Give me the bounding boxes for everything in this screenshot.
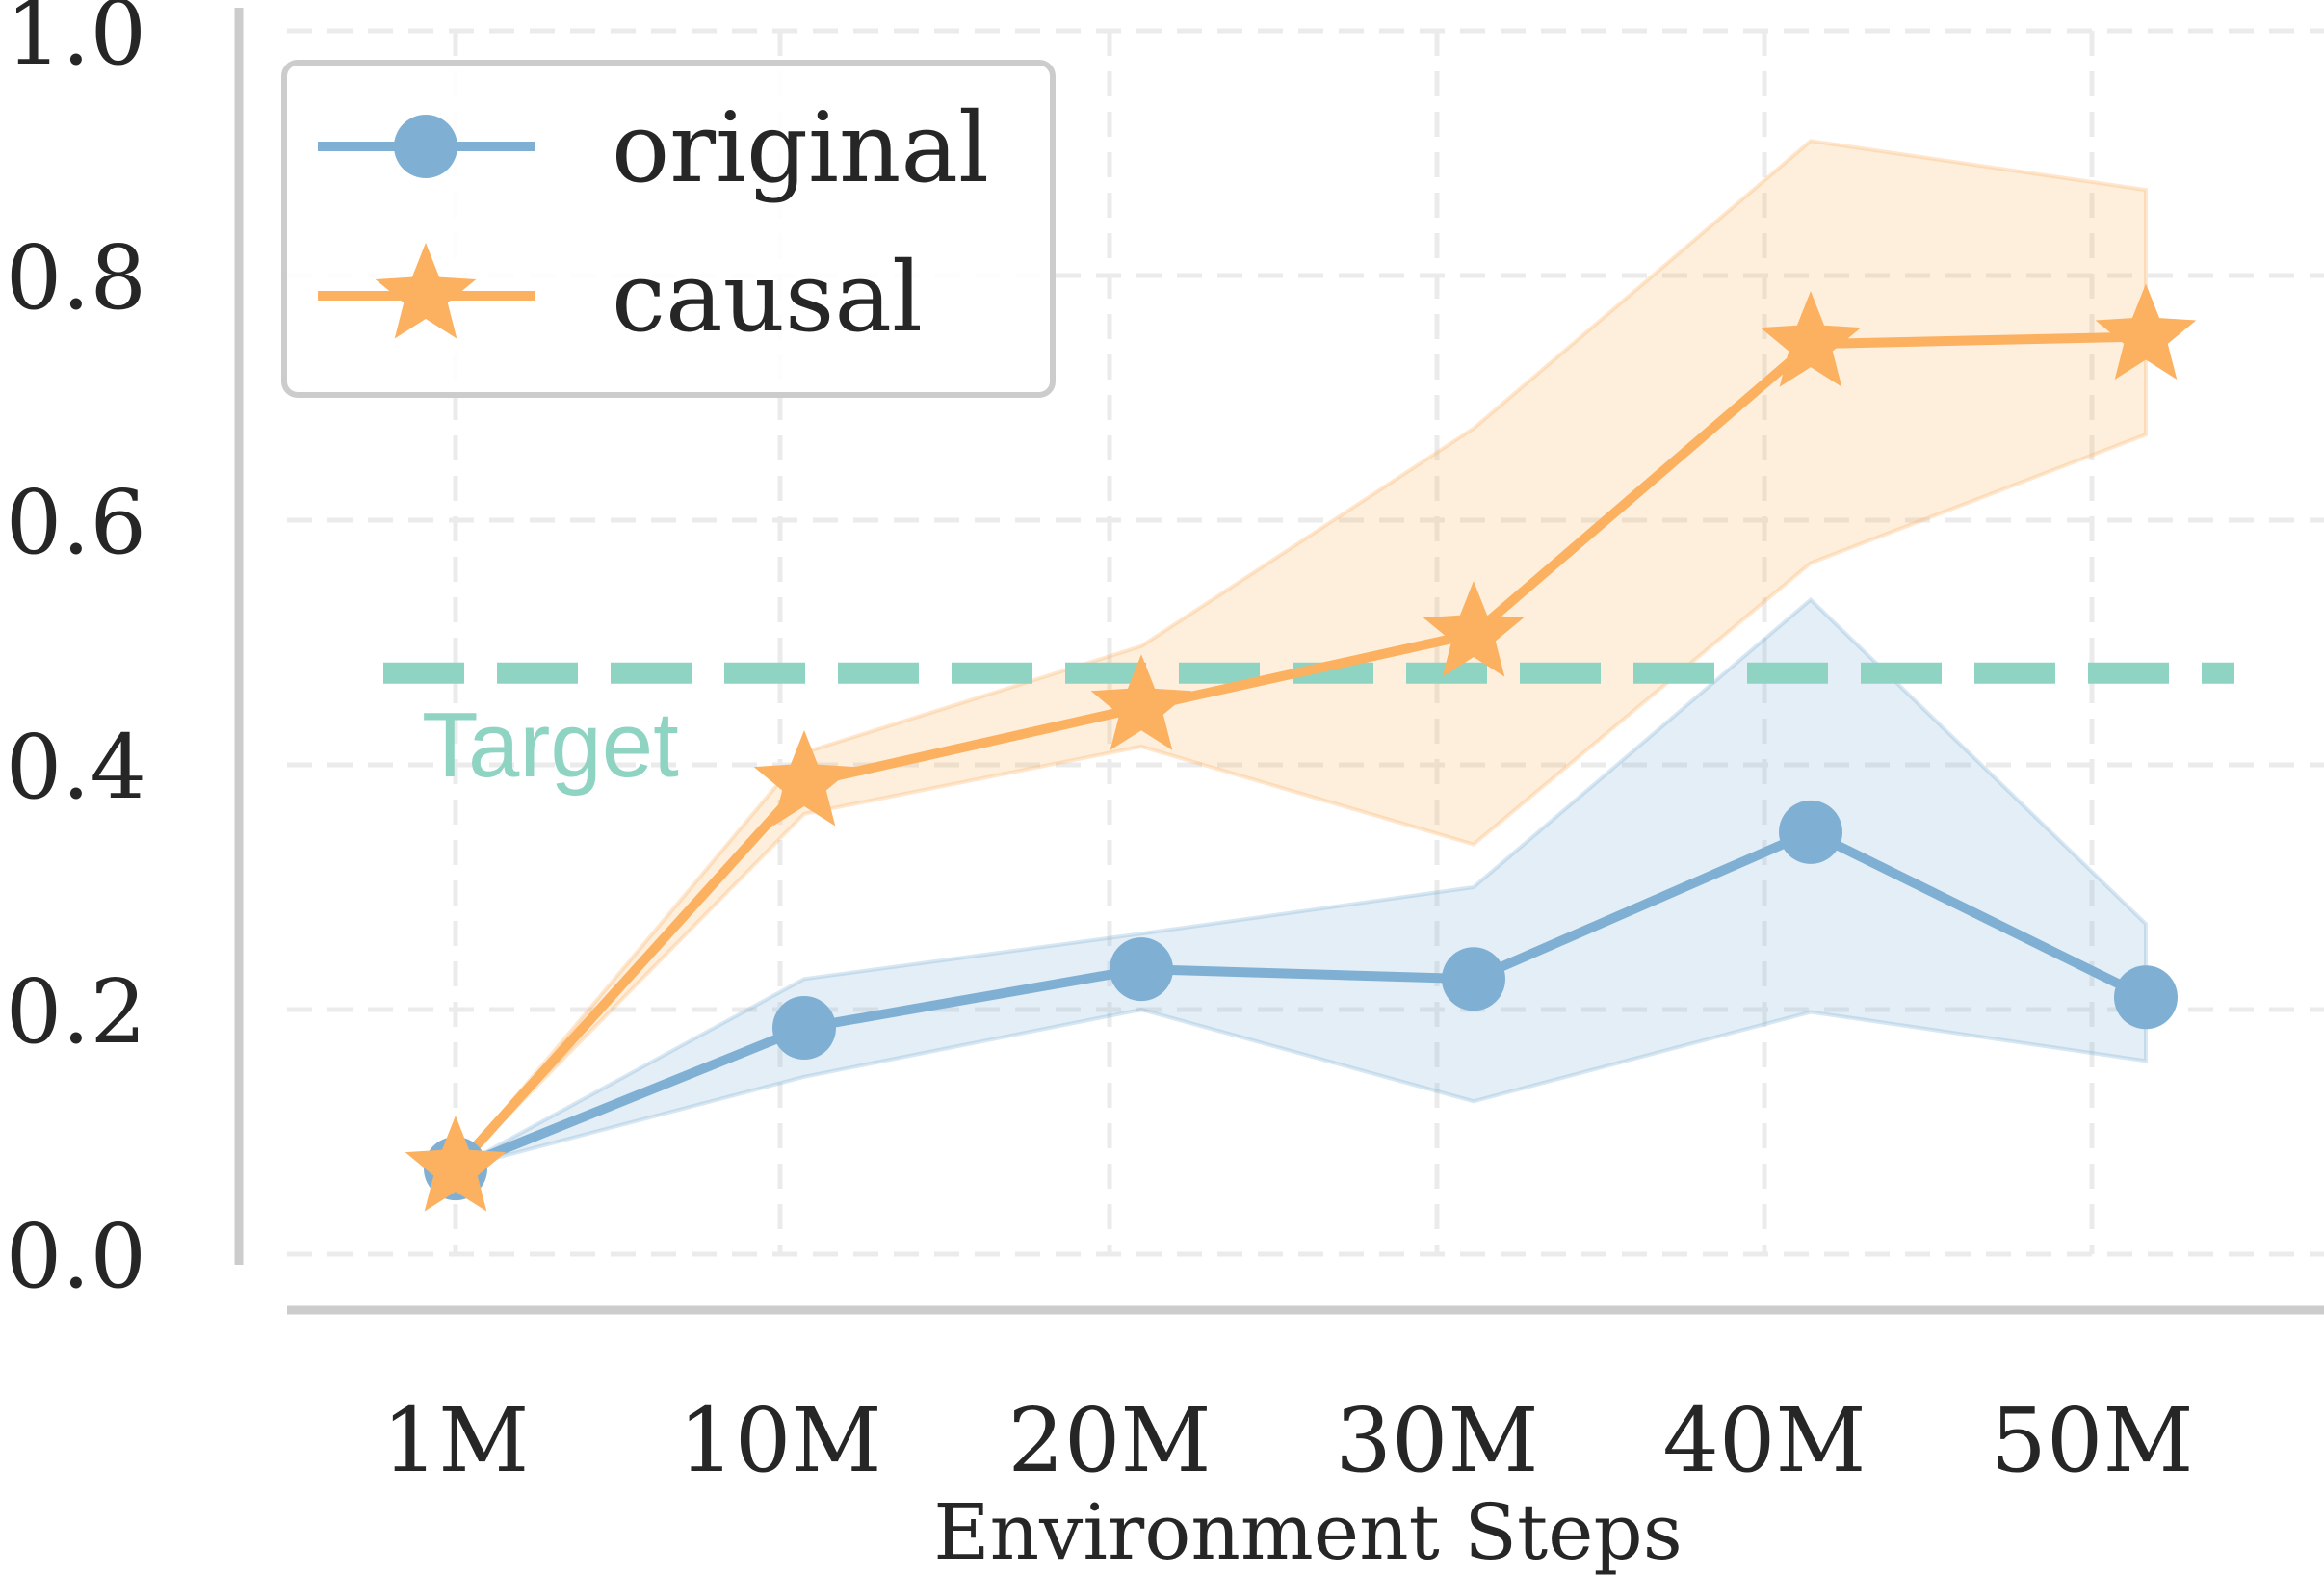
original-point xyxy=(772,996,836,1061)
series-markers xyxy=(405,283,2197,1212)
x-tick-labels: 1M 10M 20M 30M 40M 50M xyxy=(382,1389,2194,1492)
y-tick-label: 0.2 xyxy=(6,960,146,1063)
y-tick-label: 0.4 xyxy=(6,716,146,819)
legend-marker-causal xyxy=(375,243,477,339)
causal-point xyxy=(1760,291,1862,387)
y-tick-label: 0.0 xyxy=(6,1205,146,1308)
legend-label-original: original xyxy=(612,92,989,204)
causal-point xyxy=(753,730,855,827)
causal-line xyxy=(452,331,2147,1172)
causal-point xyxy=(1423,581,1525,677)
causal-point xyxy=(405,1116,507,1212)
x-tick-label: 10M xyxy=(678,1389,881,1492)
original-point xyxy=(2114,965,2178,1030)
original-point xyxy=(1779,800,1842,864)
y-tick-label: 0.8 xyxy=(6,226,146,329)
y-tick-label: 0.6 xyxy=(6,471,146,574)
causal-point xyxy=(2095,283,2197,380)
axes xyxy=(234,8,2324,1315)
original-point xyxy=(1110,937,1173,1002)
legend-label-causal: causal xyxy=(612,241,923,354)
x-tick-label: 50M xyxy=(1990,1389,2193,1492)
causal-point xyxy=(1090,654,1192,750)
original-point xyxy=(1442,947,1505,1011)
legend: original causal xyxy=(281,60,1056,398)
x-tick-label: 30M xyxy=(1335,1389,1538,1492)
x-tick-label: 1M xyxy=(382,1389,530,1492)
x-axis-title: Environment Steps xyxy=(933,1487,1683,1575)
series-lines xyxy=(452,331,2149,1173)
x-tick-label: 40M xyxy=(1662,1389,1866,1492)
y-tick-labels: 0.0 0.2 0.4 0.6 0.8 1.0 xyxy=(6,0,146,1308)
y-tick-label: 1.0 xyxy=(6,0,146,85)
target-label: Target xyxy=(422,694,679,797)
legend-marker-original xyxy=(394,115,457,178)
x-tick-label: 20M xyxy=(1007,1389,1211,1492)
original-line xyxy=(454,827,2149,1173)
